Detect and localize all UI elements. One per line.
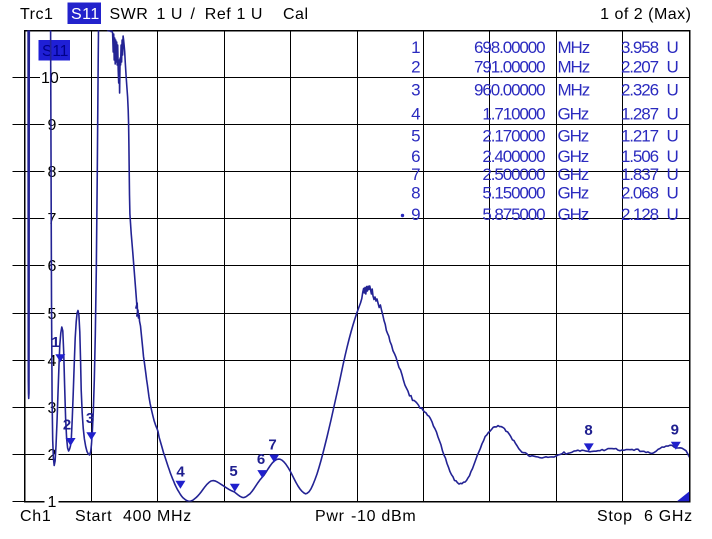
svg-text:MHz: MHz — [558, 38, 590, 57]
svg-text:S11: S11 — [42, 43, 68, 60]
svg-text:GHz: GHz — [558, 165, 589, 184]
svg-text:2: 2 — [411, 58, 420, 77]
svg-text:3: 3 — [411, 81, 420, 100]
svg-text:Pwr: Pwr — [315, 508, 345, 525]
svg-text:3.958: 3.958 — [621, 38, 659, 57]
svg-text:9: 9 — [671, 422, 679, 439]
svg-text:6 GHz: 6 GHz — [644, 508, 693, 525]
svg-text:1: 1 — [51, 334, 59, 351]
svg-text:7: 7 — [268, 436, 276, 453]
svg-text:1 U: 1 U — [157, 6, 183, 23]
svg-text:U: U — [667, 104, 678, 123]
svg-text:Start: Start — [75, 508, 112, 525]
svg-text:-10 dBm: -10 dBm — [351, 508, 416, 525]
svg-text:5: 5 — [411, 127, 420, 146]
svg-text:U: U — [667, 205, 678, 224]
svg-text:GHz: GHz — [558, 104, 589, 123]
svg-text:2.500000: 2.500000 — [482, 165, 545, 184]
svg-text:1: 1 — [411, 38, 420, 57]
svg-text:S11: S11 — [71, 6, 100, 23]
svg-text:2.128: 2.128 — [621, 205, 659, 224]
svg-text:GHz: GHz — [558, 184, 589, 203]
svg-text:1.837: 1.837 — [621, 165, 659, 184]
svg-text:1: 1 — [48, 494, 57, 511]
svg-text:2: 2 — [63, 417, 71, 434]
svg-text:GHz: GHz — [558, 147, 589, 166]
svg-text:7: 7 — [411, 165, 420, 184]
svg-text:8: 8 — [411, 184, 420, 203]
svg-text:1 of 2 (Max): 1 of 2 (Max) — [600, 6, 691, 23]
svg-text:Ch1: Ch1 — [20, 508, 51, 525]
svg-text:GHz: GHz — [558, 205, 589, 224]
svg-text:2: 2 — [48, 447, 57, 464]
svg-text:960.00000: 960.00000 — [474, 81, 545, 100]
svg-text:Stop: Stop — [597, 508, 633, 525]
svg-text:8: 8 — [48, 164, 57, 181]
svg-text:400 MHz: 400 MHz — [123, 508, 192, 525]
svg-text:1.217: 1.217 — [621, 127, 659, 146]
svg-text:1.710000: 1.710000 — [482, 104, 545, 123]
svg-text:791.00000: 791.00000 — [474, 58, 545, 77]
svg-text:10: 10 — [41, 70, 59, 87]
svg-text:9: 9 — [48, 117, 57, 134]
svg-text:U: U — [667, 38, 678, 57]
svg-text:Cal: Cal — [283, 6, 309, 23]
svg-text:U: U — [667, 58, 678, 77]
svg-text:U: U — [667, 127, 678, 146]
svg-text:Trc1: Trc1 — [20, 6, 53, 23]
svg-text:GHz: GHz — [558, 127, 589, 146]
svg-text:2.400000: 2.400000 — [482, 147, 545, 166]
svg-text:/: / — [191, 6, 196, 23]
svg-text:3: 3 — [86, 410, 94, 427]
svg-text:2.170000: 2.170000 — [482, 127, 545, 146]
svg-text:1.287: 1.287 — [621, 104, 659, 123]
svg-text:5.875000: 5.875000 — [482, 205, 545, 224]
svg-text:U: U — [667, 147, 678, 166]
svg-text:2.068: 2.068 — [621, 184, 659, 203]
svg-text:2.326: 2.326 — [621, 81, 659, 100]
svg-text:1.506: 1.506 — [621, 147, 659, 166]
svg-text:8: 8 — [584, 422, 592, 439]
svg-text:U: U — [667, 165, 678, 184]
svg-text:Ref: Ref — [205, 6, 231, 23]
svg-text:6: 6 — [257, 451, 265, 468]
svg-text:698.00000: 698.00000 — [474, 38, 545, 57]
svg-text:9: 9 — [411, 205, 420, 224]
svg-text:2.207: 2.207 — [621, 58, 659, 77]
svg-text:MHz: MHz — [558, 81, 590, 100]
svg-text:U: U — [667, 81, 678, 100]
svg-text:1 U: 1 U — [237, 6, 263, 23]
svg-text:MHz: MHz — [558, 58, 590, 77]
svg-text:6: 6 — [411, 147, 420, 166]
svg-text:U: U — [667, 184, 678, 203]
svg-text:SWR: SWR — [110, 6, 149, 23]
svg-text:5: 5 — [229, 463, 237, 480]
svg-text:4: 4 — [176, 464, 185, 481]
svg-text:4: 4 — [411, 104, 420, 123]
svg-text:5.150000: 5.150000 — [482, 184, 545, 203]
